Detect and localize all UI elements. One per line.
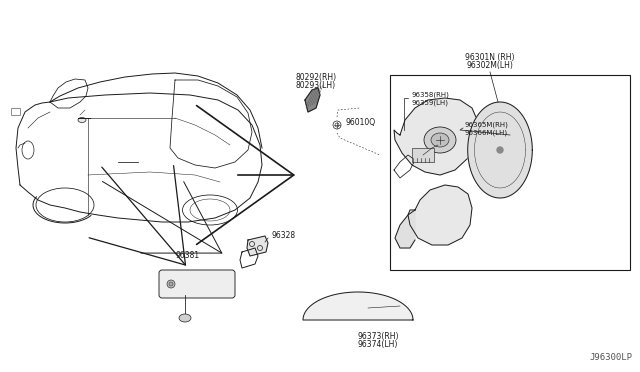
Polygon shape [303,292,413,320]
Text: J96300LP: J96300LP [589,353,632,362]
Polygon shape [468,102,532,198]
Ellipse shape [431,133,449,147]
Text: 80292(RH): 80292(RH) [296,73,337,82]
Bar [390,75,630,270]
Polygon shape [408,185,472,245]
Polygon shape [394,98,478,175]
Ellipse shape [179,314,191,322]
Text: 96010Q: 96010Q [346,118,376,126]
Text: 96302M(LH): 96302M(LH) [467,61,513,70]
Text: 96365M(RH): 96365M(RH) [465,122,509,128]
Text: 96373(RH): 96373(RH) [358,332,399,341]
Text: 96301N (RH): 96301N (RH) [465,53,515,62]
Text: 96359(LH): 96359(LH) [412,99,449,106]
Polygon shape [247,236,268,256]
Text: 96328: 96328 [272,231,296,240]
Text: 96374(LH): 96374(LH) [358,340,398,349]
Ellipse shape [78,118,86,122]
Ellipse shape [169,282,173,286]
Polygon shape [395,210,415,248]
Text: 96381: 96381 [175,250,199,260]
Text: 96366M(LH): 96366M(LH) [465,129,508,136]
Ellipse shape [167,280,175,288]
Ellipse shape [424,127,456,153]
FancyBboxPatch shape [159,270,235,298]
Polygon shape [305,88,320,112]
Text: 96358(RH): 96358(RH) [412,92,450,98]
Bar [412,148,434,162]
Circle shape [497,147,503,153]
Text: 80293(LH): 80293(LH) [296,81,336,90]
